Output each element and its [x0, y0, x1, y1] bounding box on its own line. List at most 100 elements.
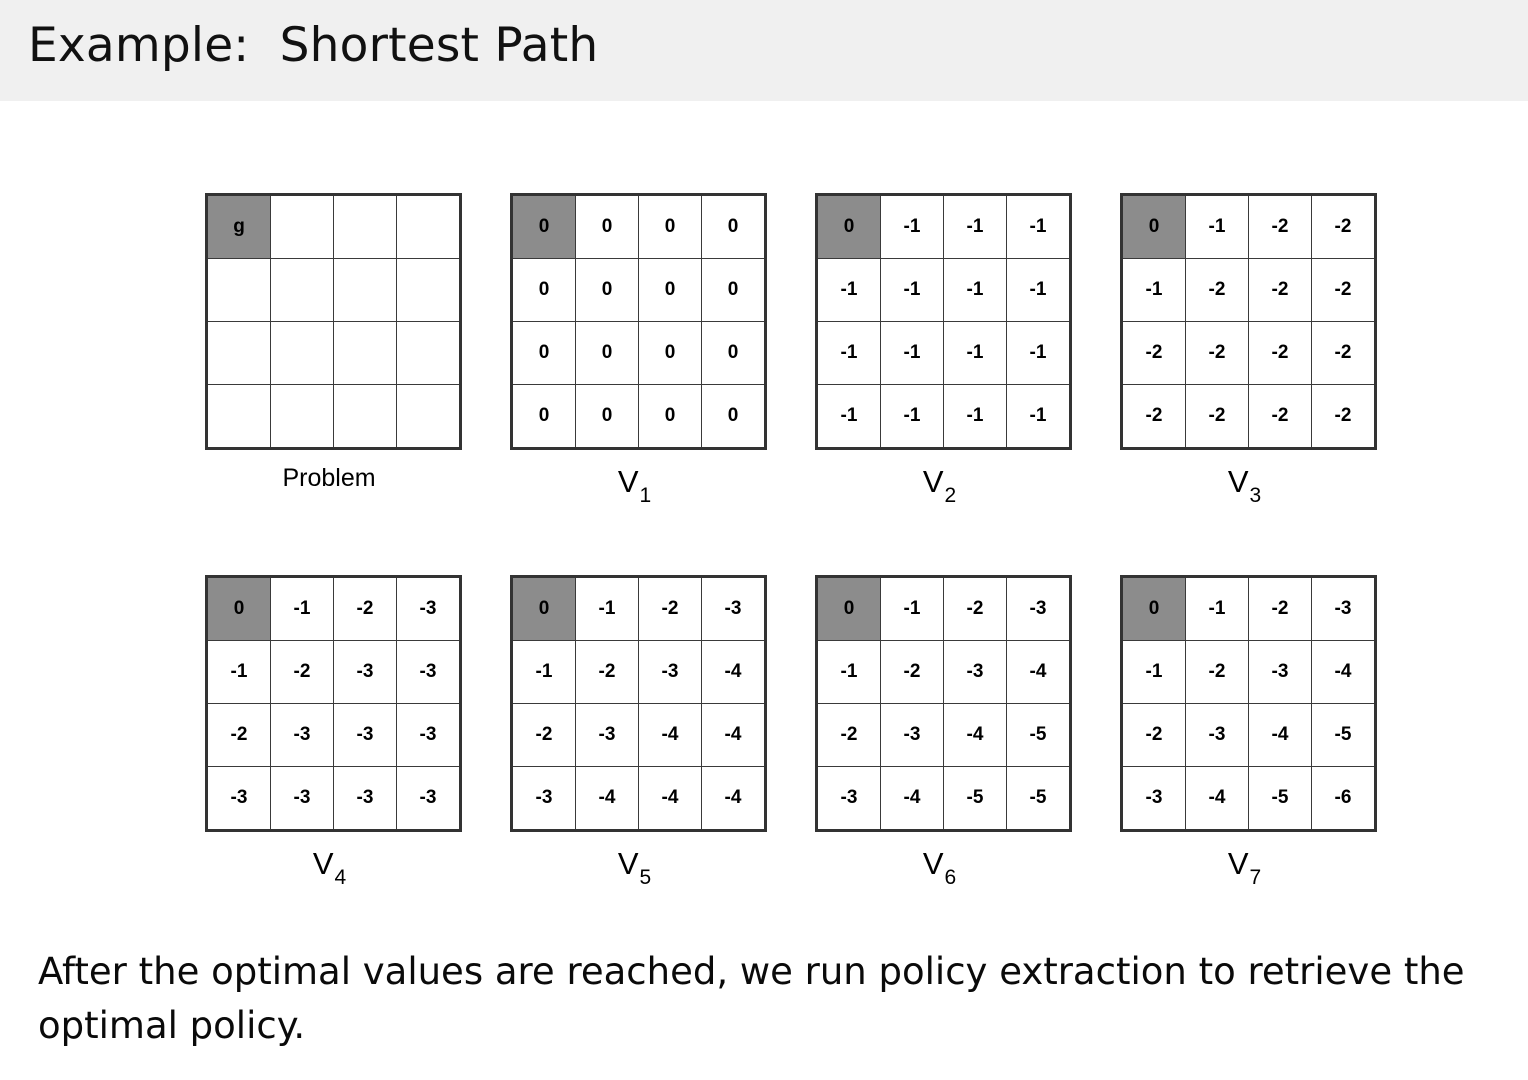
grid-cell[interactable]: -3 — [575, 703, 639, 767]
grid-cell[interactable]: -1 — [511, 640, 576, 704]
grid-cell[interactable]: -1 — [943, 384, 1007, 449]
grid-cell[interactable]: -2 — [1185, 384, 1249, 449]
grid-cell[interactable]: -1 — [1006, 194, 1071, 259]
grid-cell[interactable] — [270, 194, 334, 259]
grid-cell[interactable]: -2 — [270, 640, 334, 704]
grid-cell[interactable]: 0 — [575, 258, 639, 322]
grid-cell[interactable]: -3 — [396, 703, 461, 767]
grid-cell[interactable]: -2 — [1121, 703, 1186, 767]
grid-cell[interactable]: -4 — [1006, 640, 1071, 704]
grid-cell[interactable]: -3 — [333, 640, 397, 704]
grid-cell-goal[interactable]: 0 — [511, 576, 576, 641]
grid-cell[interactable]: -5 — [943, 766, 1007, 831]
grid-cell[interactable]: -1 — [575, 576, 639, 641]
grid-cell-goal[interactable]: 0 — [206, 576, 271, 641]
grid-cell[interactable]: -6 — [1311, 766, 1376, 831]
grid-cell[interactable]: -4 — [701, 703, 766, 767]
grid-cell[interactable]: -2 — [1185, 258, 1249, 322]
grid-cell[interactable]: -2 — [1248, 321, 1312, 385]
grid-cell[interactable] — [333, 194, 397, 259]
grid-cell[interactable]: -3 — [396, 766, 461, 831]
grid-cell[interactable]: 0 — [575, 384, 639, 449]
grid-cell[interactable]: 0 — [511, 384, 576, 449]
grid-cell[interactable]: -3 — [880, 703, 944, 767]
grid-cell[interactable]: 0 — [575, 194, 639, 259]
grid-cell[interactable] — [206, 384, 271, 449]
grid-cell[interactable]: 0 — [701, 384, 766, 449]
grid-cell[interactable]: -3 — [396, 576, 461, 641]
grid-cell[interactable]: -2 — [1121, 321, 1186, 385]
grid-cell[interactable]: 0 — [701, 321, 766, 385]
grid-cell[interactable]: -1 — [816, 258, 881, 322]
grid-cell[interactable]: -1 — [1121, 258, 1186, 322]
grid-cell[interactable]: -3 — [1006, 576, 1071, 641]
grid-cell[interactable]: -3 — [333, 766, 397, 831]
grid-cell[interactable]: -2 — [511, 703, 576, 767]
grid-cell[interactable]: -2 — [1185, 640, 1249, 704]
grid-cell[interactable]: -3 — [816, 766, 881, 831]
grid-cell[interactable] — [270, 321, 334, 385]
grid-cell[interactable]: -1 — [880, 384, 944, 449]
grid-cell[interactable]: 0 — [575, 321, 639, 385]
grid-cell[interactable]: -3 — [1185, 703, 1249, 767]
grid-cell[interactable]: -4 — [701, 766, 766, 831]
grid-cell[interactable]: -2 — [333, 576, 397, 641]
grid-cell[interactable]: -1 — [816, 321, 881, 385]
grid-cell[interactable]: 0 — [638, 258, 702, 322]
grid-cell[interactable] — [206, 258, 271, 322]
grid-cell[interactable]: -2 — [1311, 194, 1376, 259]
grid-cell-goal[interactable]: 0 — [511, 194, 576, 259]
grid-cell[interactable]: -3 — [206, 766, 271, 831]
grid-cell[interactable]: -2 — [1311, 258, 1376, 322]
grid-cell[interactable]: -3 — [270, 703, 334, 767]
grid-cell[interactable]: 0 — [638, 321, 702, 385]
grid-cell[interactable]: -1 — [943, 194, 1007, 259]
grid-cell[interactable] — [333, 258, 397, 322]
grid-cell[interactable]: -1 — [880, 321, 944, 385]
grid-cell[interactable]: -1 — [880, 258, 944, 322]
grid-cell-goal[interactable]: g — [206, 194, 271, 259]
grid-cell[interactable]: -1 — [1006, 258, 1071, 322]
grid-cell[interactable]: -3 — [1121, 766, 1186, 831]
grid-cell[interactable]: -2 — [1311, 384, 1376, 449]
grid-cell[interactable] — [206, 321, 271, 385]
grid-cell[interactable]: -4 — [701, 640, 766, 704]
grid-cell[interactable]: -1 — [1121, 640, 1186, 704]
grid-cell[interactable]: -2 — [1248, 384, 1312, 449]
grid-cell[interactable]: -1 — [816, 384, 881, 449]
grid-cell[interactable] — [270, 258, 334, 322]
grid-cell[interactable]: -4 — [1248, 703, 1312, 767]
grid-cell[interactable]: -2 — [575, 640, 639, 704]
grid-cell-goal[interactable]: 0 — [1121, 576, 1186, 641]
grid-cell[interactable]: -3 — [701, 576, 766, 641]
grid-cell[interactable]: -2 — [1248, 194, 1312, 259]
grid-cell[interactable]: -3 — [1311, 576, 1376, 641]
grid-cell[interactable]: -2 — [1121, 384, 1186, 449]
grid-cell-goal[interactable]: 0 — [816, 194, 881, 259]
grid-cell[interactable]: -1 — [206, 640, 271, 704]
grid-cell[interactable]: -3 — [943, 640, 1007, 704]
grid-cell[interactable]: 0 — [511, 321, 576, 385]
grid-cell[interactable]: -3 — [1248, 640, 1312, 704]
grid-cell[interactable]: -2 — [943, 576, 1007, 641]
grid-cell[interactable]: -1 — [943, 321, 1007, 385]
grid-cell[interactable]: -2 — [1248, 576, 1312, 641]
grid-cell[interactable] — [396, 258, 461, 322]
grid-cell[interactable]: -1 — [1006, 321, 1071, 385]
grid-cell[interactable]: -4 — [638, 703, 702, 767]
grid-cell[interactable]: -2 — [206, 703, 271, 767]
grid-cell[interactable] — [333, 384, 397, 449]
grid-cell[interactable]: -2 — [1248, 258, 1312, 322]
grid-cell[interactable]: -5 — [1311, 703, 1376, 767]
grid-cell[interactable]: -1 — [880, 194, 944, 259]
grid-cell[interactable] — [396, 321, 461, 385]
grid-cell[interactable] — [270, 384, 334, 449]
grid-cell[interactable]: -1 — [943, 258, 1007, 322]
grid-cell[interactable]: -1 — [880, 576, 944, 641]
grid-cell[interactable]: -2 — [1185, 321, 1249, 385]
grid-cell[interactable]: -3 — [511, 766, 576, 831]
grid-cell[interactable] — [333, 321, 397, 385]
grid-cell[interactable]: 0 — [638, 194, 702, 259]
grid-cell[interactable]: -2 — [816, 703, 881, 767]
grid-cell[interactable]: -4 — [638, 766, 702, 831]
